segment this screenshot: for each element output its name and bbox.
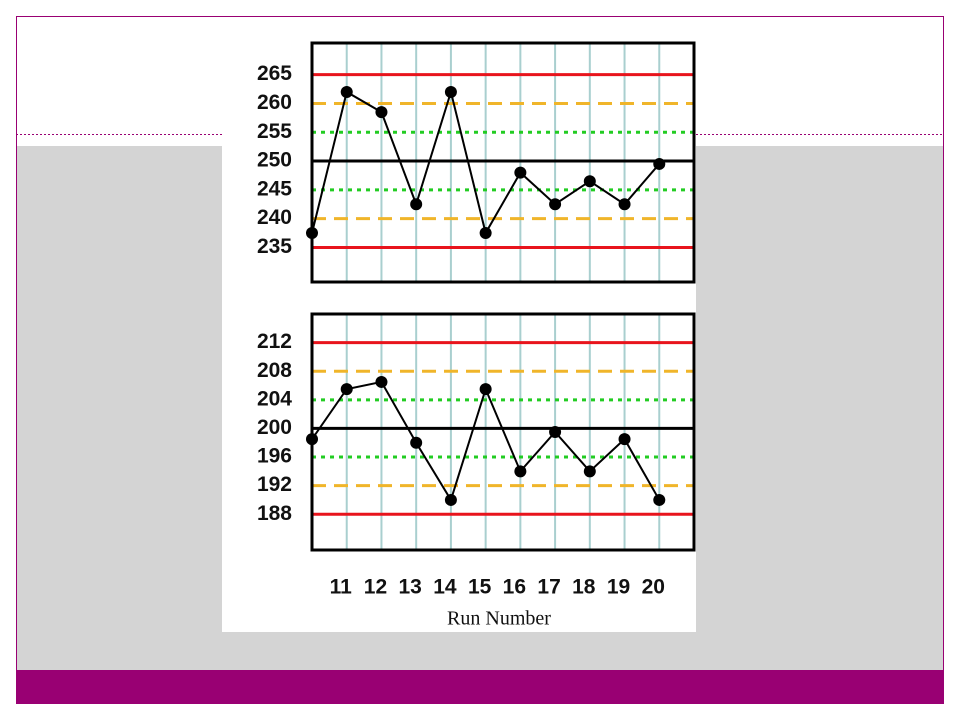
x-tick-label: 16 (503, 576, 526, 599)
data-point (514, 166, 527, 179)
x-tick-label: 14 (433, 576, 457, 599)
data-point (306, 227, 318, 240)
x-tick-label: 19 (607, 576, 630, 599)
data-point (514, 465, 527, 478)
y-tick-label: 255 (257, 120, 292, 143)
y-tick-label: 250 (257, 149, 292, 172)
data-point (410, 198, 423, 211)
data-point (340, 85, 353, 98)
data-point (549, 198, 562, 211)
slide-border (16, 16, 944, 704)
y-tick-label: 188 (257, 502, 292, 525)
data-point (410, 436, 423, 449)
data-point (479, 383, 492, 396)
data-point (444, 85, 457, 98)
y-tick-label: 200 (257, 416, 292, 439)
y-tick-label: 260 (257, 91, 292, 114)
data-point (306, 433, 318, 446)
data-point (618, 198, 631, 211)
y-tick-label: 240 (257, 206, 292, 229)
data-point (653, 157, 666, 170)
data-point (340, 383, 353, 396)
data-point (375, 375, 388, 388)
y-tick-label: 196 (257, 445, 292, 468)
x-axis-label: Run Number (447, 608, 551, 630)
data-point (479, 227, 492, 240)
x-tick-label: 15 (468, 576, 492, 599)
charts: 265 260 255 250 245 240 235 212 208 204 200 196 192 1… (257, 41, 696, 630)
data-point (444, 493, 457, 506)
x-tick-label: 18 (572, 576, 596, 599)
x-tick-label: 13 (399, 576, 422, 599)
data-point (618, 433, 631, 446)
data-point (653, 493, 666, 506)
x-tick-label: 20 (642, 576, 665, 599)
data-point (583, 175, 596, 188)
data-point (583, 465, 596, 478)
plot-frame (310, 312, 696, 552)
y-tick-label: 212 (257, 330, 292, 353)
data-point (549, 426, 562, 438)
y-tick-label: 204 (257, 387, 292, 410)
y-tick-label: 208 (257, 359, 292, 382)
x-tick-label: 12 (364, 576, 387, 599)
y-tick-label: 235 (257, 235, 292, 258)
y-tick-label: 192 (257, 473, 292, 496)
plot-frame (310, 41, 696, 284)
y-tick-label: 245 (257, 177, 292, 200)
chart-image (222, 42, 696, 632)
y-tick-label: 265 (257, 62, 292, 85)
data-point (375, 106, 388, 119)
x-tick-label: 11 (330, 576, 353, 599)
x-tick-label: 17 (537, 576, 560, 599)
footer-band (17, 670, 943, 703)
